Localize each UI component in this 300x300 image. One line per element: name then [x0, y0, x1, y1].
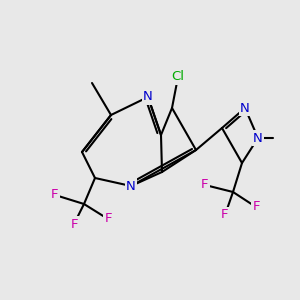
Text: F: F	[51, 188, 59, 202]
Text: N: N	[143, 91, 153, 103]
Text: F: F	[252, 200, 260, 214]
Text: F: F	[104, 212, 112, 226]
Text: F: F	[201, 178, 209, 191]
Text: F: F	[70, 218, 78, 230]
Text: N: N	[126, 179, 136, 193]
Text: Cl: Cl	[172, 70, 184, 83]
Text: F: F	[221, 208, 229, 221]
Text: N: N	[240, 101, 250, 115]
Text: N: N	[253, 131, 263, 145]
